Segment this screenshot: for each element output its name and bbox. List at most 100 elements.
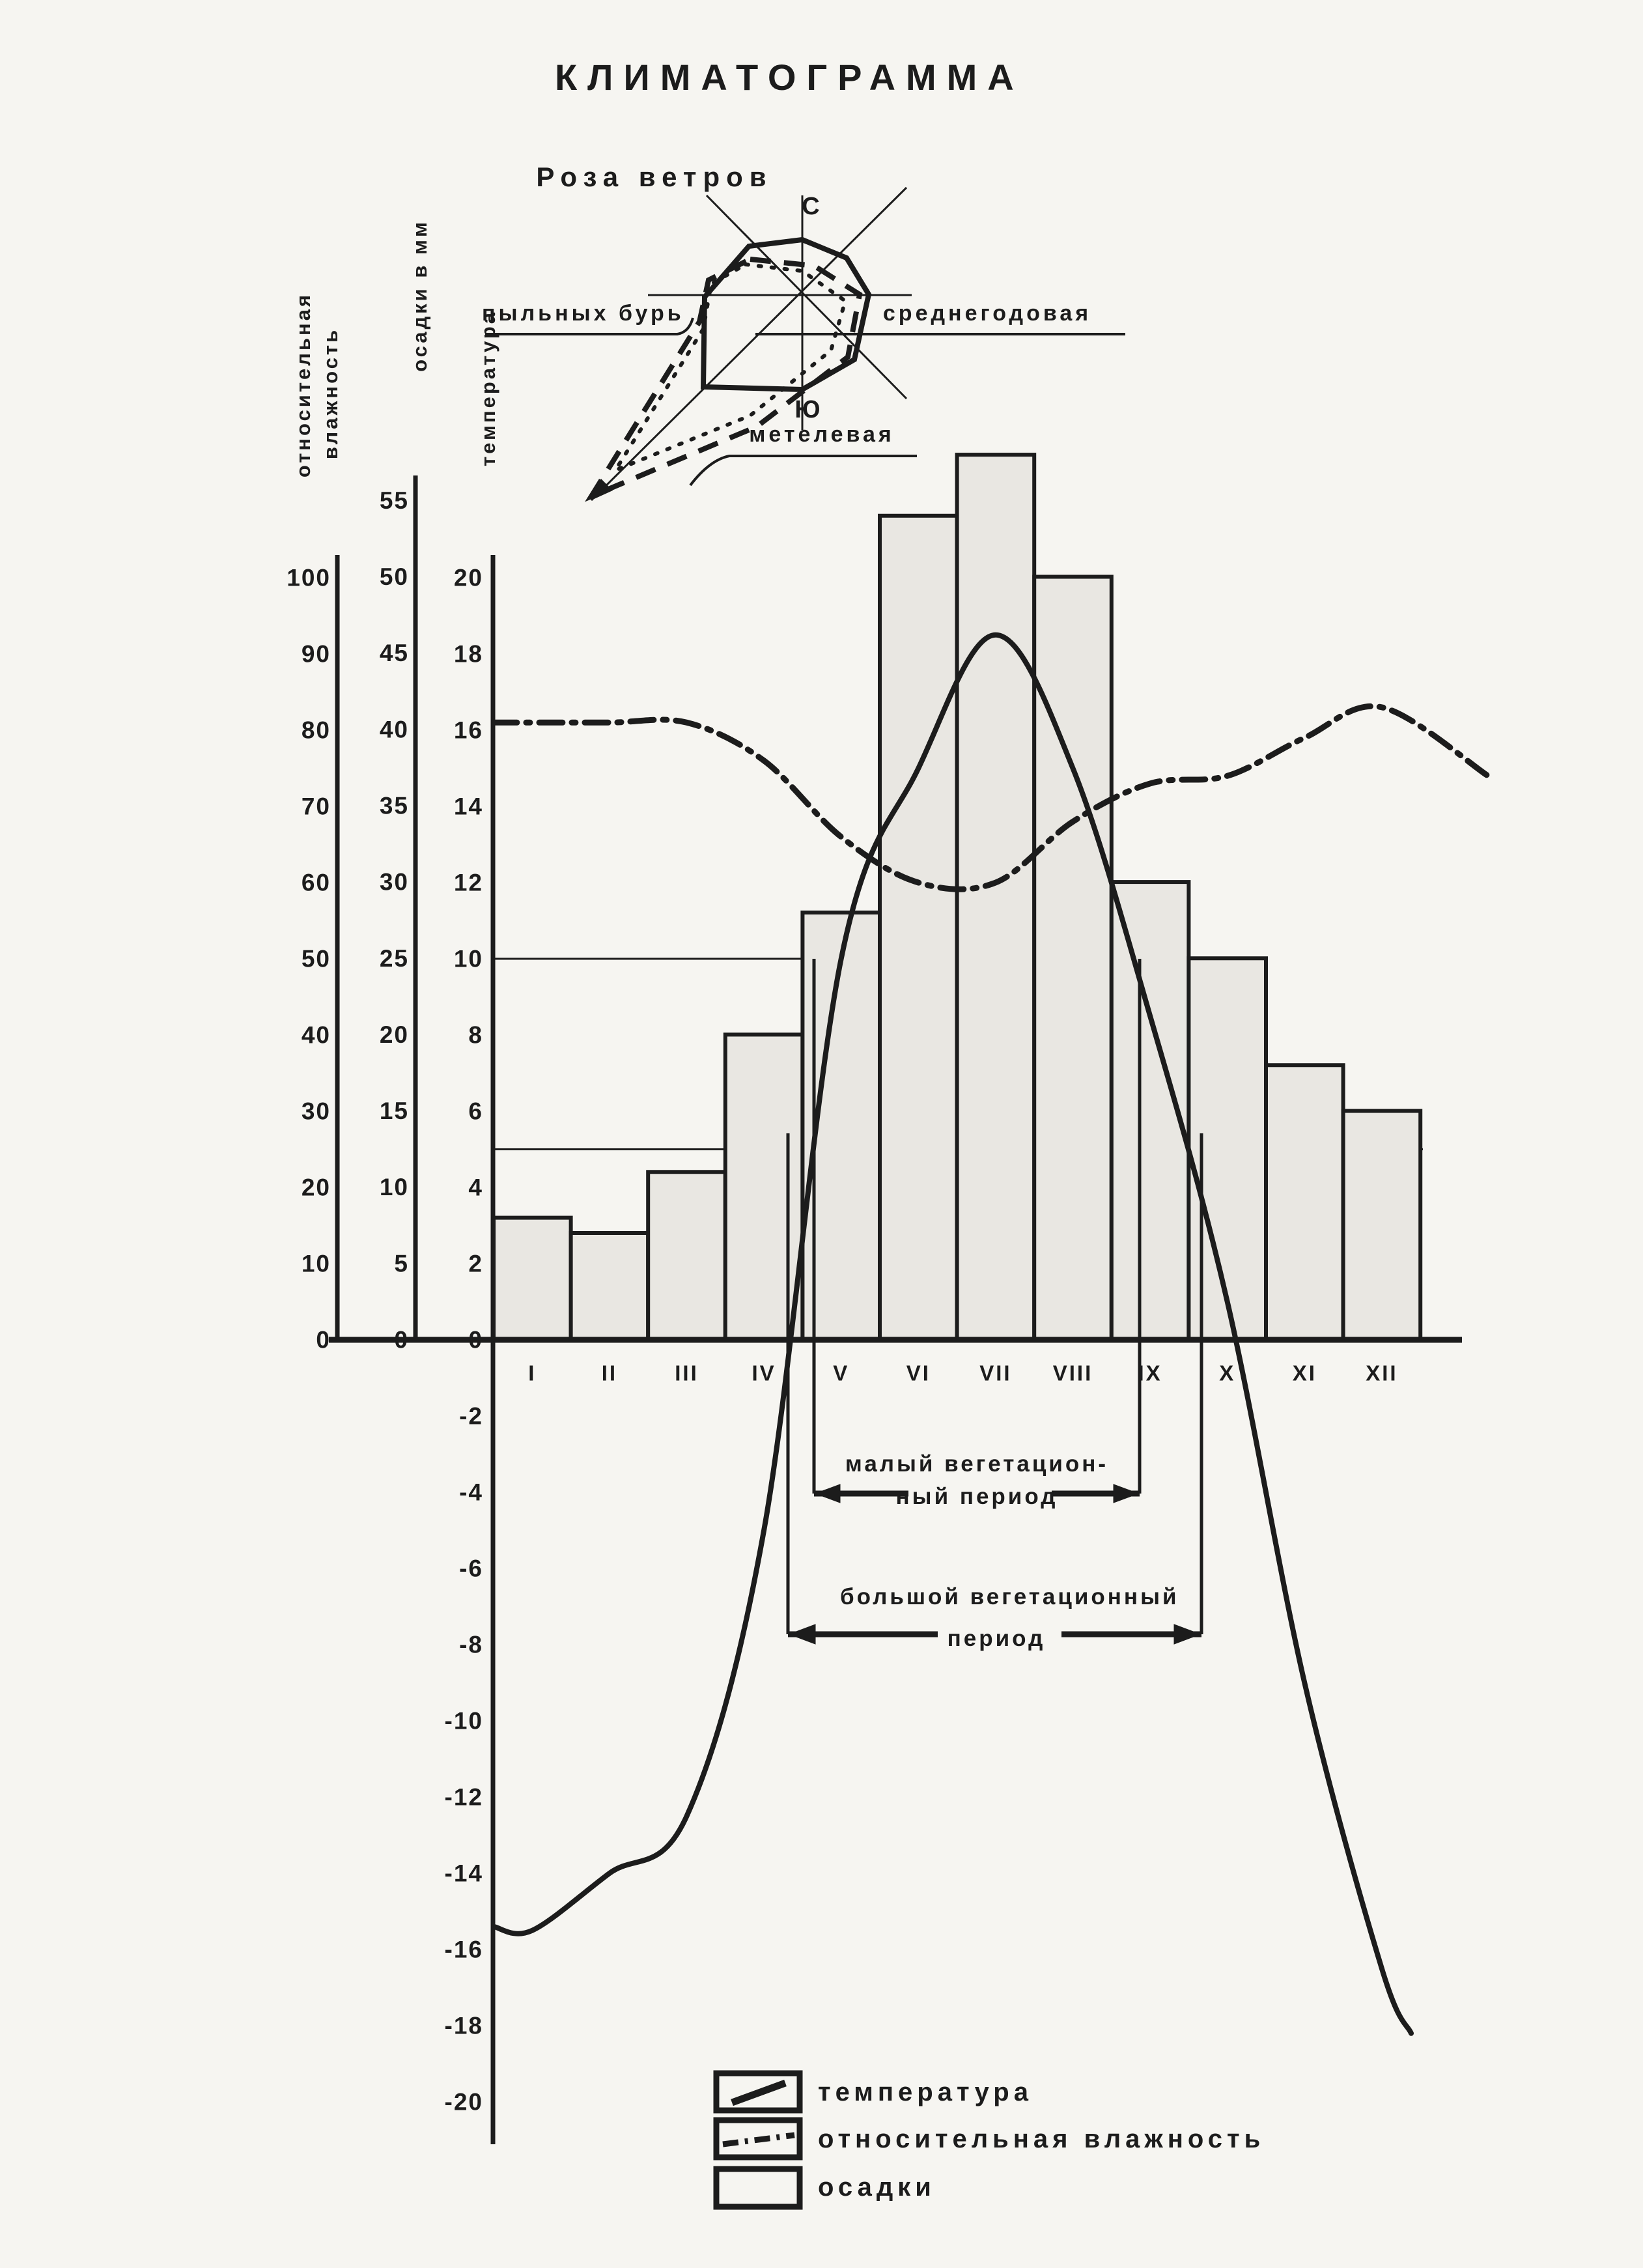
legend-label-temperature: температура xyxy=(818,2078,1033,2106)
temperature-tick-14: 14 xyxy=(454,793,483,820)
temperature-tick--20: -20 xyxy=(445,2089,483,2116)
legend-box-humidity xyxy=(713,2117,803,2161)
humidity-dashdot-icon xyxy=(722,2132,795,2148)
precipitation-tick-20: 20 xyxy=(380,1021,409,1048)
precipitation-tick-15: 15 xyxy=(380,1098,409,1124)
humidity-axis-title-line2: влажность xyxy=(319,327,342,460)
precipitation-bar-III xyxy=(646,1170,727,1342)
temperature-tick--2: -2 xyxy=(459,1403,483,1430)
month-label-I: I xyxy=(528,1361,536,1385)
blizzard-underline xyxy=(689,455,917,487)
precipitation-bar-XII xyxy=(1341,1109,1423,1342)
temperature-tick-16: 16 xyxy=(454,717,483,744)
legend-symbols xyxy=(713,2070,803,2210)
precipitation-bar-IV xyxy=(723,1032,805,1342)
wind-rose-title: Роза ветров xyxy=(536,162,773,192)
month-label-IX: IX xyxy=(1138,1361,1162,1385)
humidity-tick-60: 60 xyxy=(302,870,331,896)
page-title: КЛИМАТОГРАММА xyxy=(555,57,1024,98)
plot-area: I II III IV V VI VII VIII IX X XI XII10090807060504… xyxy=(287,453,1491,2116)
legend-box-precipitation xyxy=(713,2166,803,2210)
humidity-tick-10: 10 xyxy=(302,1251,331,1277)
precipitation-bar-VIII xyxy=(1032,574,1114,1342)
month-label-V: V xyxy=(833,1361,849,1385)
precipitation-tick-35: 35 xyxy=(380,792,409,819)
temperature-tick-20: 20 xyxy=(454,565,483,591)
humidity-curve xyxy=(490,703,1491,892)
humidity-tick-20: 20 xyxy=(302,1174,331,1201)
small-vegetation-annotation-line1: малый вегетацион- xyxy=(845,1451,1109,1477)
vegetation-brackets xyxy=(786,959,1203,1645)
large-veg-right-arrowhead xyxy=(1173,1624,1201,1645)
temperature-tick--16: -16 xyxy=(445,1936,483,1963)
month-label-X: X xyxy=(1219,1361,1235,1385)
temperature-axis-title: температура xyxy=(477,309,499,467)
temperature-line-icon xyxy=(731,2079,787,2106)
small-veg-left-arrowhead xyxy=(814,1484,841,1503)
legend-box-temperature xyxy=(713,2070,803,2114)
rose-blizzard-polygon xyxy=(584,256,863,502)
rose-ne-sw-axis xyxy=(590,186,908,502)
precipitation-tick-55: 55 xyxy=(380,487,409,514)
dust-storms-label: пыльных бурь xyxy=(482,301,684,326)
humidity-tick-100: 100 xyxy=(287,565,331,591)
large-vegetation-annotation-line1: большой вегетационный xyxy=(840,1584,1179,1609)
north-label: С xyxy=(802,193,820,220)
precipitation-tick-30: 30 xyxy=(380,869,409,896)
temperature-tick--18: -18 xyxy=(445,2013,483,2039)
humidity-tick-40: 40 xyxy=(302,1022,331,1049)
temperature-tick--4: -4 xyxy=(459,1479,483,1506)
small-veg-right-arrowhead xyxy=(1113,1484,1140,1503)
humidity-tick-70: 70 xyxy=(302,793,331,820)
temperature-tick--6: -6 xyxy=(459,1555,483,1582)
precipitation-tick-40: 40 xyxy=(380,716,409,743)
month-label-VI: VI xyxy=(906,1361,931,1385)
precipitation-tick-10: 10 xyxy=(380,1174,409,1200)
humidity-tick-90: 90 xyxy=(302,641,331,668)
temperature-tick--12: -12 xyxy=(445,1784,483,1811)
large-veg-left-arrowhead xyxy=(788,1624,816,1645)
temperature-tick--8: -8 xyxy=(459,1632,483,1658)
south-label: Ю xyxy=(794,396,821,423)
temperature-tick--10: -10 xyxy=(445,1708,483,1735)
legend-label-humidity: относительная влажность xyxy=(818,2125,1265,2153)
humidity-tick-0: 0 xyxy=(316,1327,331,1354)
small-vegetation-annotation-line2: ный период xyxy=(895,1484,1058,1509)
precipitation-axis-title: осадки в мм xyxy=(408,220,431,372)
rose-nw-se-axis xyxy=(705,194,908,400)
precipitation-tick-45: 45 xyxy=(380,640,409,666)
month-label-IV: IV xyxy=(752,1361,776,1385)
precipitation-bar-II xyxy=(569,1230,651,1342)
precipitation-tick-50: 50 xyxy=(380,563,409,590)
precipitation-tick-5: 5 xyxy=(394,1250,409,1277)
humidity-axis-title-line1: относительная xyxy=(292,292,315,478)
month-label-XII: XII xyxy=(1366,1361,1397,1385)
month-label-II: II xyxy=(602,1361,617,1385)
dust-storms-underline xyxy=(485,317,694,335)
precipitation-bar-I xyxy=(492,1215,573,1342)
month-label-VIII: VIII xyxy=(1053,1361,1093,1385)
wind-rose xyxy=(485,186,1125,502)
temperature-tick-10: 10 xyxy=(454,946,483,972)
blizzard-label: метелевая xyxy=(749,422,895,447)
precipitation-bar-VI xyxy=(878,513,959,1342)
precipitation-bar-XI xyxy=(1264,1063,1345,1342)
temperature-tick-8: 8 xyxy=(468,1022,483,1049)
temperature-curve xyxy=(491,632,1414,2036)
month-label-XI: XI xyxy=(1293,1361,1317,1385)
large-vegetation-annotation-line2: период xyxy=(947,1626,1046,1651)
temperature-tick-2: 2 xyxy=(468,1251,483,1277)
rose-dust-storm-polygon xyxy=(610,262,848,475)
humidity-tick-80: 80 xyxy=(302,717,331,744)
precipitation-bar-VII xyxy=(955,453,1037,1342)
rose-sw-arrowhead xyxy=(591,479,613,500)
annual-mean-label: среднегодовая xyxy=(882,301,1092,326)
temperature-tick-6: 6 xyxy=(468,1098,483,1125)
temperature-tick-4: 4 xyxy=(468,1174,483,1201)
humidity-tick-50: 50 xyxy=(302,946,331,972)
humidity-tick-30: 30 xyxy=(302,1098,331,1125)
temperature-tick-18: 18 xyxy=(454,641,483,668)
temperature-tick--14: -14 xyxy=(445,1860,483,1887)
